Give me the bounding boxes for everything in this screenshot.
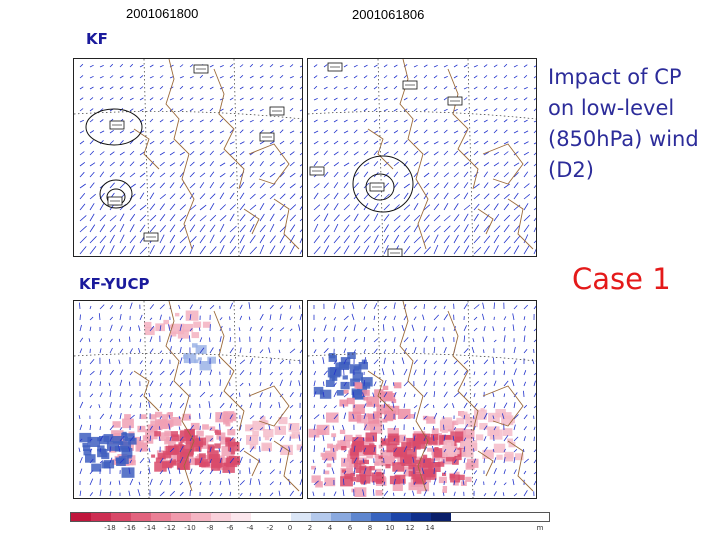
station-plot-icon — [369, 182, 385, 192]
map-panel-diff-t6 — [307, 300, 537, 499]
station-plot-icon — [387, 248, 403, 256]
colorbar-swatch — [111, 513, 131, 521]
map-panel-kf-t6 — [307, 58, 537, 257]
station-plot-icon — [269, 106, 285, 116]
colorbar-unit: m — [536, 524, 544, 532]
time-label-left: 2001061800 — [126, 6, 199, 21]
colorbar-swatch — [171, 513, 191, 521]
colorbar-tick-label: -2 — [266, 524, 274, 532]
colorbar-tick-label: -4 — [246, 524, 254, 532]
row-label-bottom: KF-YUCP — [79, 275, 150, 293]
colorbar-swatch — [131, 513, 151, 521]
colorbar-tick-label: -8 — [206, 524, 214, 532]
case-label: Case 1 — [572, 262, 671, 296]
colorbar-tick-label: 12 — [405, 524, 415, 532]
colorbar-swatch — [391, 513, 411, 521]
wind-vectors — [312, 302, 536, 497]
pressure-contour — [85, 108, 143, 146]
colorbar-swatch — [231, 513, 251, 521]
slide-title: Impact of CP on low-level (850hPa) wind … — [548, 62, 699, 186]
colorbar-tick-label: 14 — [425, 524, 435, 532]
latlon-grid — [74, 301, 302, 498]
pressure-contour — [365, 173, 395, 201]
colorbar-swatch — [271, 513, 291, 521]
time-label-right: 2001061806 — [352, 7, 425, 22]
row-label-top: KF — [86, 30, 108, 48]
colorbar-swatches — [70, 512, 550, 522]
map-panel-kf-t0 — [73, 58, 303, 257]
coastline — [367, 301, 534, 492]
station-plot-icon — [309, 166, 325, 176]
station-plot-icon — [259, 132, 275, 142]
title-line-1: Impact of CP — [548, 65, 682, 89]
colorbar-swatch — [371, 513, 391, 521]
colorbar-swatch — [71, 513, 91, 521]
station-plot-icon — [447, 96, 463, 106]
station-plot-icon — [107, 196, 123, 206]
colorbar-tick-label: -14 — [144, 524, 156, 532]
colorbar-tick-label: 0 — [287, 524, 293, 532]
colorbar-tick-label: 4 — [327, 524, 333, 532]
colorbar-swatch — [331, 513, 351, 521]
colorbar-swatch — [291, 513, 311, 521]
latlon-grid — [74, 59, 302, 256]
station-plot-icon — [109, 120, 125, 130]
colorbar-labels: -18 -16 -14 -12 -10 -8 -6 -4 -2 0 2 4 6 8 10 12 14 m — [70, 522, 550, 534]
colorbar: -18 -16 -14 -12 -10 -8 -6 -4 -2 0 2 4 6 8 10 12 14 m — [70, 512, 550, 534]
coastline — [367, 59, 534, 250]
coastline — [133, 59, 300, 250]
colorbar-swatch — [191, 513, 211, 521]
title-line-2: on low-level — [548, 96, 675, 120]
colorbar-tick-label: -16 — [124, 524, 136, 532]
colorbar-tick-label: 8 — [367, 524, 373, 532]
colorbar-swatch — [431, 513, 451, 521]
colorbar-swatch — [251, 513, 271, 521]
latlon-grid — [308, 301, 536, 498]
colorbar-swatch — [351, 513, 371, 521]
pressure-contour — [352, 155, 414, 213]
difference-shading — [308, 352, 524, 497]
pressure-contour — [99, 179, 133, 209]
title-line-4: (D2) — [548, 158, 594, 182]
colorbar-tick-label: -18 — [104, 524, 116, 532]
colorbar-swatch — [91, 513, 111, 521]
colorbar-tick-label: 6 — [347, 524, 353, 532]
colorbar-swatch — [151, 513, 171, 521]
wind-vectors — [313, 63, 536, 255]
coastline — [133, 301, 300, 492]
colorbar-tick-label: -6 — [226, 524, 234, 532]
difference-shading — [79, 310, 302, 478]
colorbar-tick-label: -10 — [184, 524, 196, 532]
wind-vectors — [79, 63, 302, 255]
colorbar-swatch — [311, 513, 331, 521]
colorbar-swatch — [411, 513, 431, 521]
map-panel-diff-t0 — [73, 300, 303, 499]
station-plot-icon — [327, 62, 343, 72]
colorbar-swatch — [211, 513, 231, 521]
title-line-3: (850hPa) wind — [548, 127, 699, 151]
station-plot-icon — [143, 232, 159, 242]
latlon-grid — [308, 59, 536, 256]
colorbar-tick-label: -12 — [164, 524, 176, 532]
station-plot-icon — [402, 80, 418, 90]
colorbar-tick-label: 10 — [385, 524, 395, 532]
colorbar-tick-label: 2 — [307, 524, 313, 532]
station-plot-icon — [193, 64, 209, 74]
